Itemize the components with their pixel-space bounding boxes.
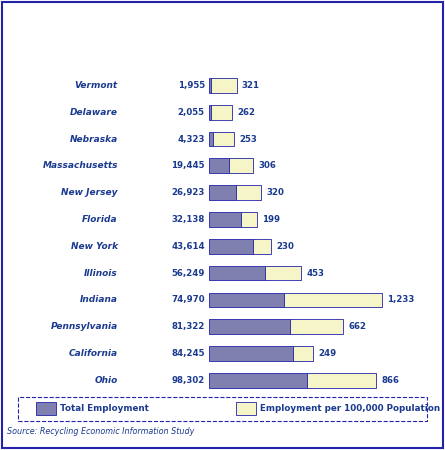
Text: 26,923: 26,923 [171,188,205,197]
Text: 1,955: 1,955 [178,81,205,90]
Text: California: California [69,349,118,358]
Text: Source: Recycling Economic Information Study: Source: Recycling Economic Information S… [7,427,194,436]
Bar [209,239,253,254]
Text: 19,445: 19,445 [171,162,205,171]
Text: 98,302: 98,302 [171,376,205,385]
Text: 262: 262 [237,108,255,117]
Text: Total Employment: Total Employment [60,404,149,413]
Text: 320: 320 [267,188,285,197]
Text: Nebraska: Nebraska [70,135,118,144]
Bar [241,212,257,227]
Text: 1,233: 1,233 [387,295,414,304]
Text: 321: 321 [242,81,260,90]
Bar [307,373,376,388]
Text: 306: 306 [258,162,276,171]
Text: Massachusetts: Massachusetts [42,162,118,171]
Bar [214,132,234,146]
Text: New York: New York [71,242,118,251]
Bar [209,320,290,334]
Text: Florida: Florida [82,215,118,224]
Text: 249: 249 [318,349,336,358]
Text: 453: 453 [307,269,324,278]
Bar [284,292,382,307]
Text: Employment per 100,000 Population: Employment per 100,000 Population [260,404,441,413]
Bar [36,402,56,415]
Bar [209,105,211,120]
Text: Indiana has the most recycling and reuse employees per capita: Indiana has the most recycling and reuse… [7,50,403,60]
Text: 56,249: 56,249 [171,269,205,278]
Bar [236,402,256,415]
Bar [211,78,237,93]
Text: 253: 253 [239,135,257,144]
Text: 4,323: 4,323 [177,135,205,144]
Text: Ohio: Ohio [95,376,118,385]
Text: 84,245: 84,245 [171,349,205,358]
Bar [265,266,301,280]
Bar [253,239,271,254]
Text: Vermont: Vermont [75,81,118,90]
Text: 43,614: 43,614 [171,242,205,251]
Text: 32,138: 32,138 [171,215,205,224]
Text: 74,970: 74,970 [171,295,205,304]
Text: 81,322: 81,322 [171,322,205,331]
FancyBboxPatch shape [18,397,427,421]
Bar [209,78,211,93]
Bar [209,158,229,173]
Bar [209,373,307,388]
Bar [209,346,293,361]
Text: 866: 866 [381,376,399,385]
Bar [236,185,261,200]
Text: 199: 199 [262,215,280,224]
Bar [209,185,236,200]
Text: Indiana: Indiana [80,295,118,304]
Text: Pennsylvania: Pennsylvania [51,322,118,331]
Bar [209,132,214,146]
Bar [209,266,265,280]
Text: 2,055: 2,055 [178,108,205,117]
Text: Figure 1: Comparison of Total Employment to Normalized Employment: Figure 1: Comparison of Total Employment… [7,14,405,24]
Text: 662: 662 [348,322,366,331]
Bar [290,320,343,334]
Text: 230: 230 [276,242,294,251]
Text: Delaware: Delaware [70,108,118,117]
Bar [209,292,284,307]
Bar [229,158,253,173]
Bar [293,346,313,361]
Bar [209,212,241,227]
Bar [211,105,232,120]
Text: Illinois: Illinois [84,269,118,278]
Text: New Jersey: New Jersey [61,188,118,197]
